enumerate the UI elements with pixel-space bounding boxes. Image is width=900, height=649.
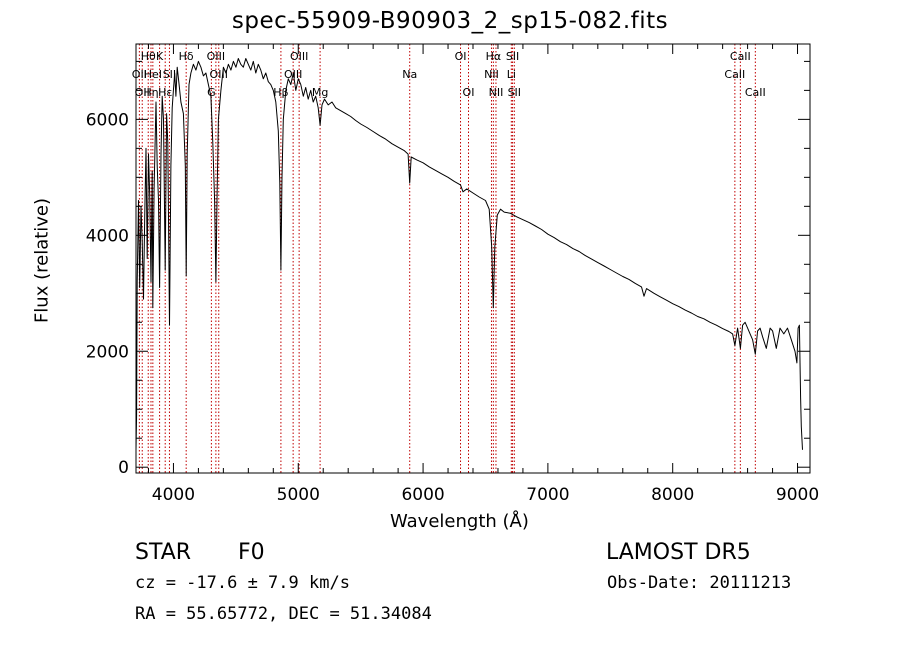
line-marker-label-6: Hε (158, 86, 172, 99)
line-marker-label-26: CaII (730, 50, 751, 63)
x-tick-label-1: 5000 (277, 485, 320, 505)
line-markers (138, 44, 756, 473)
line-marker-label-14: OIII (290, 50, 308, 63)
y-tick-label-1: 2000 (86, 342, 129, 362)
x-tick-label-5: 9000 (776, 485, 819, 505)
y-tick-label-0: 0 (118, 458, 129, 478)
line-marker-label-7: SII (163, 68, 176, 81)
redshift-readout: cz = -17.6 ± 7.9 km/s (135, 573, 350, 593)
x-tick-label-0: 4000 (152, 485, 195, 505)
line-marker-label-20: Hα (486, 50, 502, 63)
object-subclass: F0 (238, 540, 265, 565)
x-tick-label-2: 6000 (401, 485, 444, 505)
x-axis-label: Wavelength (Å) (390, 511, 529, 532)
y-tick-label-2: 4000 (86, 226, 129, 246)
line-marker-label-1: OII (135, 86, 150, 99)
spectrum-line (135, 58, 803, 450)
line-marker-label-24: SII (508, 86, 521, 99)
line-marker-label-3: Hη (143, 86, 158, 99)
line-marker-label-15: Mg (312, 86, 328, 99)
y-tick-label-3: 6000 (86, 110, 129, 130)
line-marker-label-11: OIII (210, 68, 228, 81)
y-axis-label: Flux (relative) (31, 197, 53, 324)
line-marker-label-18: OI (463, 86, 475, 99)
plot-frame (135, 43, 811, 474)
chart-title: spec-55909-B90903_2_sp15-082.fits (231, 8, 669, 34)
survey-name: LAMOST DR5 (606, 540, 751, 565)
spectrum-series (135, 58, 803, 450)
line-marker-label-10: OIII (207, 50, 225, 63)
coordinates: RA = 55.65772, DEC = 51.34084 (135, 604, 432, 624)
line-marker-label-13: OIII (284, 68, 302, 81)
object-class: STAR (135, 540, 192, 565)
line-marker-labels: OIIOIIHθHηHeIKHεSIIHδGOIIIOIIIHβOIIIOIII… (132, 50, 766, 99)
line-marker-label-2: Hθ (141, 50, 156, 63)
line-marker-label-8: Hδ (179, 50, 194, 63)
line-marker-label-21: NII (489, 86, 504, 99)
obs-date: Obs-Date: 20111213 (607, 573, 792, 593)
line-marker-label-17: OI (455, 50, 467, 63)
line-marker-label-25: CaII (724, 68, 745, 81)
line-marker-label-23: SII (506, 50, 519, 63)
line-marker-label-0: OII (132, 68, 147, 81)
line-marker-label-27: CaII (745, 86, 766, 99)
line-marker-label-16: Na (402, 68, 417, 81)
line-marker-label-12: Hβ (273, 86, 288, 99)
line-marker-label-5: K (156, 50, 164, 63)
x-tick-label-3: 7000 (526, 485, 569, 505)
line-marker-label-9: G (207, 86, 216, 99)
line-marker-label-4: HeI (144, 68, 162, 81)
line-marker-label-22: Li (507, 68, 516, 81)
line-marker-label-19: NII (484, 68, 499, 81)
axes-ticks: 4000 5000 6000 7000 8000 9000 0 2000 4000 6000 (86, 44, 819, 505)
x-tick-label-4: 8000 (651, 485, 694, 505)
